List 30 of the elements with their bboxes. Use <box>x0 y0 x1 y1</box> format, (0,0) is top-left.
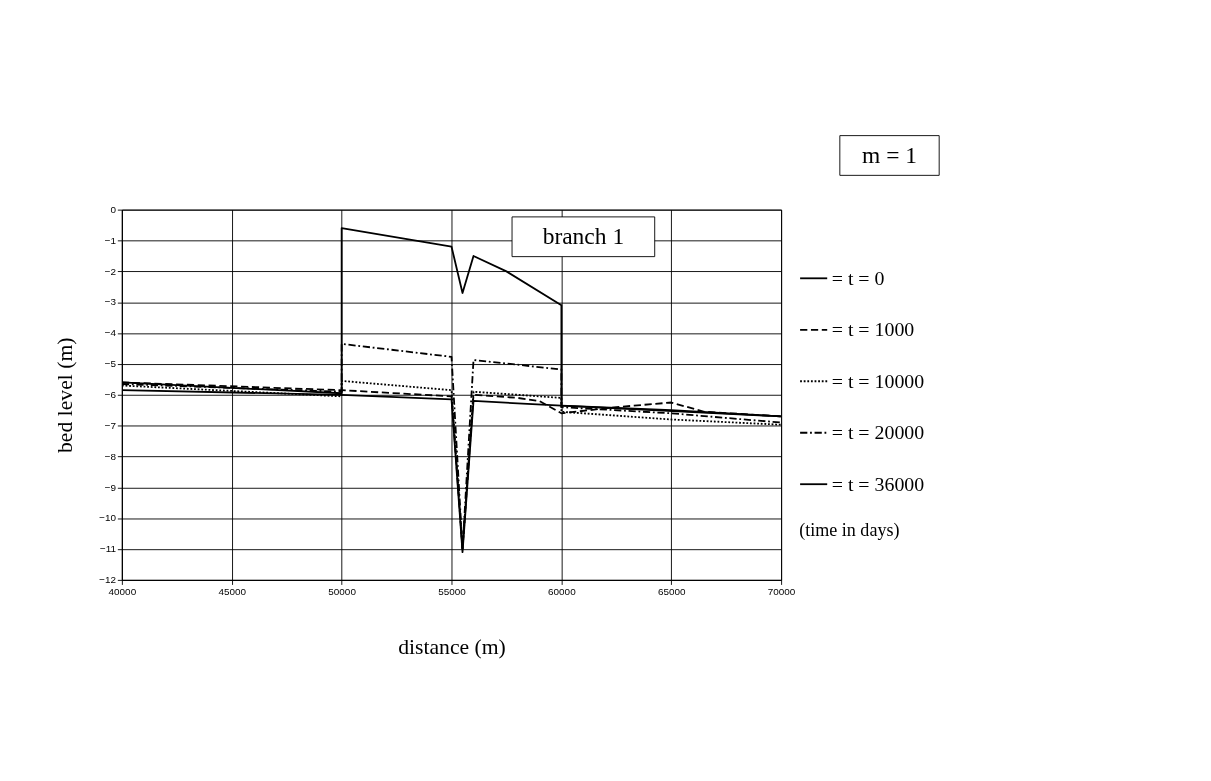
y-tick-label: −9 <box>104 481 117 493</box>
legend-label: = t = 0 <box>831 266 885 289</box>
y-tick-label: −4 <box>104 327 117 339</box>
x-tick-label: 55000 <box>438 585 467 597</box>
y-tick-label: −2 <box>104 265 117 277</box>
x-tick-label: 45000 <box>218 585 247 597</box>
y-tick-label: −5 <box>104 358 117 370</box>
y-tick-label: −11 <box>99 543 117 555</box>
legend-label: = t = 36000 <box>831 472 925 495</box>
x-tick-label: 50000 <box>328 585 357 597</box>
legend-label: = t = 1000 <box>831 318 915 341</box>
x-tick-label: 60000 <box>548 585 577 597</box>
x-tick-label: 40000 <box>108 585 137 597</box>
y-tick-label: 0 <box>110 203 117 215</box>
y-tick-label: −1 <box>104 234 117 246</box>
x-tick-label: 70000 <box>767 585 796 597</box>
x-tick-label: 65000 <box>657 585 686 597</box>
y-tick-label: −3 <box>104 296 117 308</box>
y-tick-label: −7 <box>104 419 117 431</box>
y-tick-label: −6 <box>104 388 117 400</box>
y-tick-label: −10 <box>99 512 117 524</box>
y-axis-title: bed level (m) <box>53 337 78 453</box>
legend-label: = t = 20000 <box>831 421 925 444</box>
annotation: branch 1 <box>542 222 625 249</box>
y-tick-label: −12 <box>99 574 117 586</box>
legend-label: = t = 10000 <box>831 369 925 392</box>
legend-title: (time in days) <box>799 519 900 541</box>
y-tick-label: −8 <box>104 450 117 462</box>
x-axis-title: distance (m) <box>398 635 506 660</box>
text: m = 1 <box>862 141 917 168</box>
